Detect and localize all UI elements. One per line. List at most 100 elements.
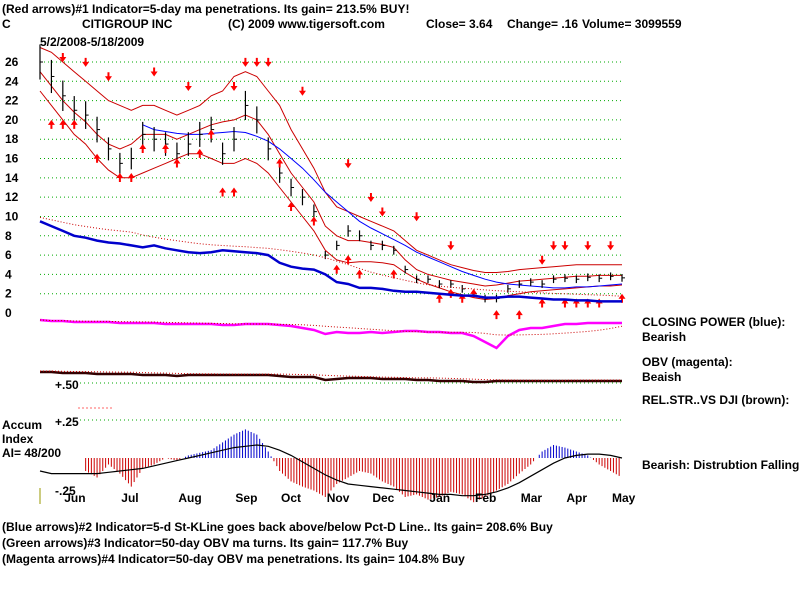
x-tick-label: Jan — [429, 491, 450, 505]
ai-value: AI= 48/200 — [2, 446, 62, 460]
lower-indicators — [39, 216, 623, 384]
close-value: Close= 3.64 — [426, 17, 493, 31]
relstr-ma — [40, 370, 622, 381]
up-arrow — [59, 119, 67, 129]
footer-indicator3: (Green arrows)#3 Indicator=50-day OBV ma… — [2, 536, 409, 550]
obv-state: Beaish — [642, 370, 682, 384]
up-arrow — [47, 119, 55, 129]
accum-ma-line — [39, 444, 623, 497]
down-arrow — [367, 192, 375, 202]
x-tick-label: Apr — [566, 491, 587, 505]
up-arrow — [458, 293, 466, 303]
up-arrow — [470, 288, 478, 298]
up-arrow — [561, 298, 569, 308]
grid-lines — [39, 61, 622, 504]
down-arrow — [230, 81, 238, 91]
symbol-label: C — [2, 17, 11, 31]
up-arrow — [207, 129, 215, 139]
x-tick-label: Sep — [235, 491, 257, 505]
down-arrow — [184, 81, 192, 91]
up-arrow — [344, 255, 352, 265]
up-arrow — [127, 173, 135, 183]
up-arrow — [538, 298, 546, 308]
x-tick-label: Jun — [64, 491, 85, 505]
y-tick-label: 12 — [5, 190, 19, 204]
accum-index-panel — [39, 429, 623, 503]
copyright-text: (C) 2009 www.tigersoft.com — [228, 17, 385, 31]
up-arrow — [116, 173, 124, 183]
y-tick-label: 18 — [5, 132, 19, 146]
x-tick-label: Jul — [121, 491, 138, 505]
ma_mid-line — [39, 71, 622, 287]
x-tick-label: Oct — [281, 491, 301, 505]
down-arrow — [150, 67, 158, 77]
header-indicator1: (Red arrows)#1 Indicator=5-day ma penetr… — [2, 2, 410, 16]
obv-line — [39, 318, 622, 350]
upper_band-line — [39, 47, 622, 273]
up-arrow — [139, 144, 147, 154]
volume-value: Volume= 3099559 — [582, 17, 682, 31]
y-tick-label: 8 — [5, 229, 12, 243]
y-tick-label: 26 — [5, 55, 19, 69]
up-arrow — [515, 310, 523, 320]
y-tick-label: 16 — [5, 152, 19, 166]
down-arrow — [550, 241, 558, 251]
closing-power-label: CLOSING POWER (blue): — [642, 315, 786, 329]
up-arrow — [435, 293, 443, 303]
price-bands — [39, 47, 623, 301]
footer-indicator4: (Magenta arrows)#4 Indicator=50-day OBV … — [2, 552, 465, 566]
up-arrow — [310, 216, 318, 226]
up-arrow — [356, 269, 364, 279]
minus25-label: -.25 — [55, 484, 76, 498]
down-arrow — [413, 212, 421, 222]
change-value: Change= .16 — [507, 17, 579, 31]
accum-index-title: Index — [2, 432, 34, 446]
up-arrow — [230, 187, 238, 197]
up-arrow — [93, 153, 101, 163]
plus25-label: +.25 — [55, 415, 79, 429]
accum-title: Accum — [2, 418, 43, 432]
down-arrow — [538, 255, 546, 265]
y-tick-label: 24 — [5, 74, 19, 88]
closing-power-ma — [39, 216, 623, 297]
up-arrow — [618, 293, 626, 303]
down-arrow — [447, 241, 455, 251]
up-arrow — [70, 119, 78, 129]
up-arrow — [595, 298, 603, 308]
closing-power-line — [39, 220, 622, 303]
down-arrow — [298, 86, 306, 96]
down-arrow — [344, 159, 352, 169]
down-arrow — [82, 57, 90, 67]
footer-indicator2: (Blue arrows)#2 Indicator=5-d St-KLine g… — [2, 520, 553, 534]
relstr-line — [40, 370, 622, 384]
up-arrow — [196, 148, 204, 158]
y-tick-label: 6 — [5, 248, 12, 262]
up-arrow — [447, 288, 455, 298]
up-arrow — [572, 298, 580, 308]
closing-power-state: Bearish — [642, 330, 687, 344]
signal-arrows — [47, 53, 626, 320]
down-arrow — [253, 57, 261, 67]
y-tick-label: 14 — [5, 171, 19, 185]
up-arrow — [162, 144, 170, 154]
lower_band-line — [39, 90, 623, 301]
up-arrow — [333, 264, 341, 274]
up-arrow — [492, 310, 500, 320]
x-tick-label: Aug — [178, 491, 201, 505]
price-bars — [39, 44, 625, 303]
obv-ma — [39, 319, 623, 336]
x-tick-label: May — [612, 491, 636, 505]
down-arrow — [59, 53, 67, 62]
relstr-label: REL.STR..VS DJI (brown): — [642, 393, 790, 407]
up-arrow — [173, 158, 181, 168]
y-tick-label: 4 — [5, 267, 12, 281]
up-arrow — [390, 269, 398, 279]
company-name: CITIGROUP INC — [82, 17, 173, 31]
y-tick-label: 22 — [5, 94, 19, 108]
date-range: 5/2/2008-5/18/2009 — [40, 35, 145, 49]
accum-state: Bearish: Distrubtion Falling. — [642, 458, 800, 472]
y-tick-label: 0 — [5, 306, 12, 320]
x-tick-label: Feb — [475, 491, 496, 505]
up-arrow — [276, 158, 284, 168]
